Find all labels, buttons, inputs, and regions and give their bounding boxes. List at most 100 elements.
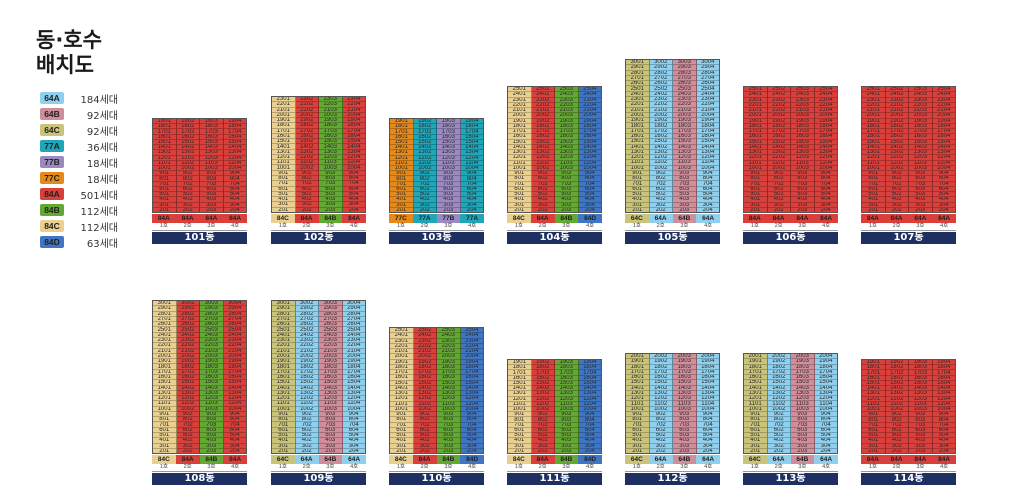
line-number-labels: 1호 2호 3호 4호 xyxy=(861,223,956,231)
unit-cell: 1201 xyxy=(626,155,649,161)
unit-cell: 303 xyxy=(437,203,460,208)
unit-cell: 1804 xyxy=(814,124,837,129)
unit-cell: 2801 xyxy=(153,312,176,317)
unit-cell: 904 xyxy=(696,171,719,177)
unit-cell: 904 xyxy=(696,412,719,418)
unit-cell: 1101 xyxy=(153,401,176,407)
unit-cell: 1601 xyxy=(272,134,295,140)
unit-cell: 2503 xyxy=(437,328,460,334)
unit-cell: 403 xyxy=(319,438,342,444)
unit-cell: 1504 xyxy=(223,140,246,146)
unit-cell: 1002 xyxy=(767,166,790,171)
unit-cell: 1002 xyxy=(176,166,199,172)
unit-cell: 604 xyxy=(696,187,719,193)
unit-cell: 1603 xyxy=(555,376,578,381)
unit-line-column: 1904 1804 1704 1604 1504 1404 1304 1204 1104 1004… xyxy=(460,119,483,212)
unit-cell: 1004 xyxy=(578,407,601,413)
unit-cell: 1704 xyxy=(460,370,483,376)
unit-cell: 802 xyxy=(649,417,672,423)
building-floor-grid: 2001 1901 1801 1701 1601 1501 1401 1301 1201 1101… xyxy=(625,353,720,454)
unit-cell: 504 xyxy=(342,192,365,198)
unit-cell: 1202 xyxy=(531,155,554,161)
building-floor-grid: 2501 2401 2301 2201 2101 2001 1901 1801 1701 1601… xyxy=(861,86,956,213)
unit-cell: 1202 xyxy=(767,155,790,161)
unit-cell: 804 xyxy=(932,417,955,423)
unit-type-label: 84B xyxy=(554,455,579,464)
unit-cell: 704 xyxy=(578,182,601,187)
unit-cell: 301 xyxy=(272,202,295,208)
unit-cell: 1703 xyxy=(791,370,814,376)
unit-cell: 701 xyxy=(508,182,531,187)
unit-cell: 2303 xyxy=(909,98,932,103)
unit-cell: 2303 xyxy=(437,339,460,344)
unit-cell: 602 xyxy=(176,428,199,434)
unit-cell: 804 xyxy=(342,417,365,423)
unit-cell: 1103 xyxy=(791,161,814,166)
unit-cell: 504 xyxy=(460,433,483,439)
unit-cell: 1002 xyxy=(767,407,790,412)
unit-cell: 401 xyxy=(272,197,295,203)
line-number-label: 3호 xyxy=(798,223,807,229)
unit-cell: 1201 xyxy=(862,155,885,161)
unit-cell: 904 xyxy=(578,412,601,418)
unit-cell: 1603 xyxy=(673,134,696,140)
unit-cell: 1804 xyxy=(578,124,601,129)
unit-cell: 1304 xyxy=(342,391,365,397)
unit-cell: 1903 xyxy=(673,359,696,365)
unit-cell: 1801 xyxy=(626,123,649,129)
unit-cell: 2502 xyxy=(295,327,318,333)
legend-item: 84A 501세대 xyxy=(40,186,150,202)
unit-cell: 3001 xyxy=(272,301,295,307)
unit-cell: 501 xyxy=(390,433,413,439)
unit-cell: 304 xyxy=(814,203,837,208)
unit-line-column: 2503 2403 2303 2203 2103 2003 1903 1803 1703 1603… xyxy=(555,87,579,212)
unit-cell: 704 xyxy=(932,182,955,187)
unit-cell: 2502 xyxy=(885,87,908,93)
unit-cell: 701 xyxy=(862,423,885,428)
unit-cell: 1301 xyxy=(153,391,176,397)
unit-cell: 701 xyxy=(272,422,295,428)
unit-cell: 1802 xyxy=(413,124,436,130)
unit-cell: 1801 xyxy=(508,124,531,129)
unit-cell: 1602 xyxy=(767,375,790,381)
unit-cell: 1304 xyxy=(223,150,246,156)
unit-cell: 1101 xyxy=(862,161,885,166)
unit-cell: 602 xyxy=(295,428,318,434)
unit-cell: 304 xyxy=(578,444,601,449)
building-name-label: 109동 xyxy=(271,473,366,485)
unit-cell: 501 xyxy=(626,192,649,198)
unit-type-label: 84A xyxy=(743,214,767,223)
unit-cell: 1204 xyxy=(342,396,365,402)
legend-type-chip: 84C xyxy=(40,220,64,232)
unit-cell: 1303 xyxy=(673,391,696,397)
unit-cell: 2004 xyxy=(578,113,601,119)
unit-cell: 1203 xyxy=(673,396,696,402)
building-104동: 2501 2401 2301 2201 2101 2001 1901 1801 1701 1601… xyxy=(507,86,602,244)
unit-cell: 2002 xyxy=(649,113,672,119)
unit-cell: 2403 xyxy=(909,92,932,98)
unit-cell: 402 xyxy=(767,197,790,203)
unit-cell: 1603 xyxy=(555,134,578,140)
unit-cell: 2304 xyxy=(460,339,483,344)
unit-cell: 2503 xyxy=(555,87,578,93)
unit-cell: 901 xyxy=(862,412,885,418)
unit-cell: 502 xyxy=(176,433,199,439)
unit-line-column: 2504 2404 2304 2204 2104 2004 1904 1804 1704 1604… xyxy=(814,87,837,212)
unit-cell: 604 xyxy=(223,428,246,434)
unit-cell: 1902 xyxy=(885,360,908,366)
unit-cell: 201 xyxy=(278,207,289,212)
unit-cell: 1003 xyxy=(673,166,696,171)
unit-cell: 802 xyxy=(531,417,554,423)
unit-cell: 1401 xyxy=(862,386,885,392)
unit-cell: 1101 xyxy=(153,161,176,166)
unit-cell: 904 xyxy=(223,171,246,177)
line-number-label: 2호 xyxy=(538,464,547,470)
unit-cell: 1001 xyxy=(153,166,176,172)
line-number-label: 4호 xyxy=(231,223,240,229)
unit-cell: 1901 xyxy=(862,119,885,124)
line-number-label: 2호 xyxy=(538,223,547,229)
unit-cell: 902 xyxy=(767,412,790,418)
unit-cell: 504 xyxy=(932,433,955,439)
line-number-labels: 1호 2호 3호 4호 xyxy=(152,464,247,472)
unit-cell: 404 xyxy=(342,438,365,444)
